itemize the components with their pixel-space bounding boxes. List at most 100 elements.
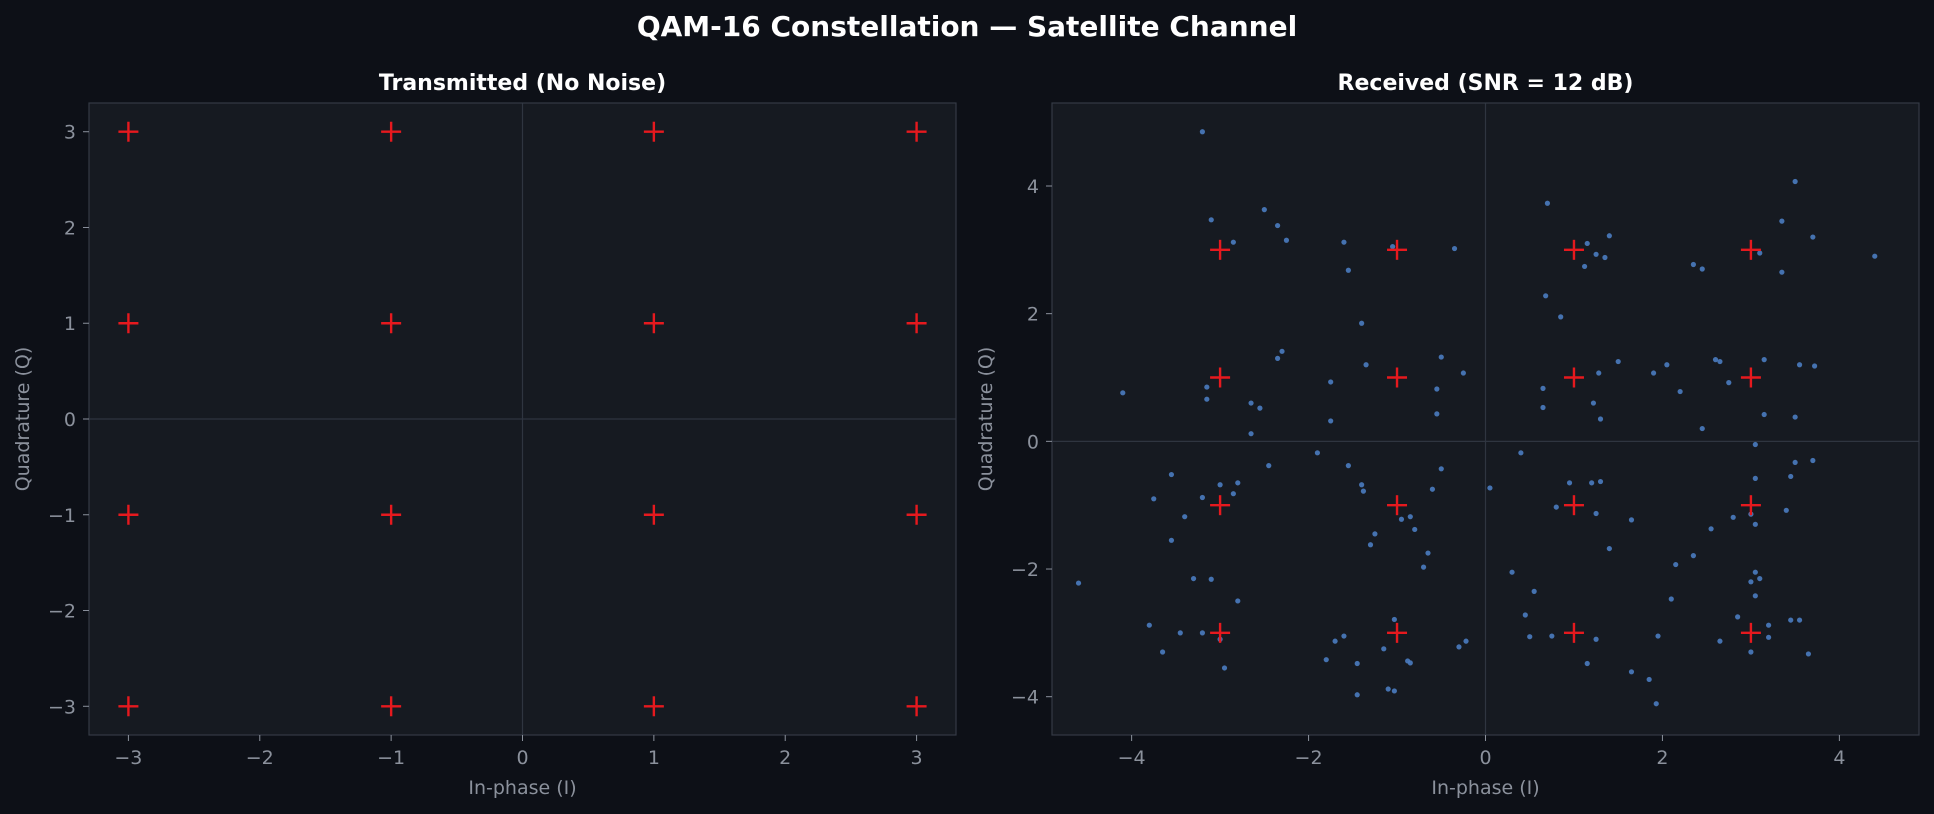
ideal-marker bbox=[906, 313, 927, 334]
ideal-marker bbox=[1563, 367, 1584, 388]
received-point bbox=[1668, 596, 1674, 602]
received-point bbox=[1168, 471, 1175, 478]
received-point bbox=[1805, 651, 1812, 657]
received-point bbox=[1385, 686, 1391, 692]
ideal-marker bbox=[1740, 495, 1761, 516]
received-point bbox=[1204, 396, 1210, 402]
received-point bbox=[1581, 263, 1588, 270]
received-point bbox=[1646, 676, 1652, 683]
ideal-marker bbox=[1563, 495, 1584, 516]
received-point bbox=[1434, 411, 1440, 417]
ideal-marker bbox=[1387, 239, 1408, 260]
ideal-marker bbox=[1740, 367, 1761, 388]
y-tick-label: 3 bbox=[64, 122, 76, 144]
received-point bbox=[1199, 129, 1205, 135]
received-point bbox=[1628, 517, 1635, 523]
received-point bbox=[1779, 269, 1785, 275]
figure-title: QAM-16 Constellation — Satellite Channel bbox=[637, 10, 1297, 43]
ideal-marker bbox=[1387, 495, 1408, 516]
ideal-marker bbox=[1210, 622, 1231, 643]
received-point bbox=[1752, 441, 1758, 448]
received-point bbox=[1257, 405, 1263, 411]
received-point bbox=[1708, 526, 1714, 532]
y-tick-label: 0 bbox=[1027, 431, 1039, 453]
ideal-marker bbox=[1563, 622, 1584, 643]
y-tick-label: −3 bbox=[48, 696, 76, 718]
received-point bbox=[1540, 404, 1546, 411]
ideal-marker bbox=[1740, 239, 1761, 260]
received-point bbox=[1558, 314, 1564, 320]
y-tick-label: −1 bbox=[48, 505, 76, 527]
received-point bbox=[1712, 357, 1719, 363]
received-point bbox=[1261, 207, 1267, 213]
received-point bbox=[1381, 646, 1387, 652]
received-point bbox=[1752, 521, 1758, 527]
y-tick-label: 0 bbox=[64, 409, 76, 431]
received-point bbox=[1810, 457, 1816, 464]
received-point bbox=[1235, 598, 1241, 604]
ideal-marker bbox=[1740, 622, 1761, 643]
received-point bbox=[1752, 593, 1758, 599]
received-point bbox=[1405, 658, 1411, 664]
x-tick-label: −1 bbox=[377, 747, 405, 769]
received-point bbox=[1463, 638, 1469, 644]
ideal-marker bbox=[381, 504, 402, 525]
received-point bbox=[1766, 622, 1772, 628]
y-tick-label: −2 bbox=[1011, 559, 1039, 581]
received-point bbox=[1872, 253, 1878, 259]
received-point bbox=[1398, 516, 1405, 522]
x-tick-label: 0 bbox=[1479, 747, 1491, 769]
received-point bbox=[1812, 363, 1818, 369]
received-point bbox=[1235, 480, 1241, 486]
received-point bbox=[1593, 251, 1599, 257]
received-point bbox=[1274, 355, 1281, 361]
received-point bbox=[1177, 630, 1183, 636]
received-point bbox=[1597, 478, 1604, 485]
received-point bbox=[1221, 665, 1228, 671]
received-point bbox=[1328, 418, 1334, 424]
received-point bbox=[1748, 649, 1754, 655]
received-panel-title: Received (SNR = 12 dB) bbox=[1338, 71, 1634, 96]
received-point bbox=[1788, 473, 1794, 480]
ideal-marker bbox=[118, 313, 139, 334]
received-point bbox=[1354, 692, 1360, 698]
x-tick-label: −2 bbox=[1295, 747, 1323, 769]
received-point bbox=[1602, 254, 1608, 261]
x-tick-label: −4 bbox=[1118, 747, 1146, 769]
received-point bbox=[1540, 385, 1546, 391]
received-point bbox=[1766, 634, 1772, 640]
received-point bbox=[1717, 638, 1723, 644]
received-point bbox=[1451, 245, 1458, 252]
received-point bbox=[1341, 633, 1347, 639]
received-point bbox=[1075, 580, 1082, 586]
received-point bbox=[1199, 630, 1205, 636]
received-point bbox=[1391, 616, 1397, 623]
received-point bbox=[1518, 450, 1524, 456]
received-point bbox=[1730, 514, 1736, 520]
received-point bbox=[1391, 688, 1397, 694]
x-tick-label: 2 bbox=[779, 747, 791, 769]
x-tick-label: 2 bbox=[1656, 747, 1668, 769]
received-point bbox=[1748, 579, 1754, 585]
received-point bbox=[1779, 218, 1785, 224]
ideal-marker bbox=[1563, 239, 1584, 260]
received-point bbox=[1332, 638, 1338, 644]
received-point bbox=[1673, 561, 1679, 568]
received-point bbox=[1199, 494, 1205, 501]
received-point bbox=[1655, 633, 1661, 639]
received-point bbox=[1429, 486, 1436, 492]
received-point bbox=[1345, 267, 1351, 273]
received-point bbox=[1314, 450, 1321, 456]
received-point bbox=[1359, 320, 1365, 326]
ideal-marker bbox=[1210, 495, 1231, 516]
received-point bbox=[1810, 234, 1816, 240]
received-point bbox=[1597, 416, 1604, 422]
ideal-marker bbox=[1387, 367, 1408, 388]
ideal-marker bbox=[906, 121, 927, 142]
received-point bbox=[1690, 553, 1697, 559]
received-point bbox=[1412, 526, 1418, 533]
x-tick-label: 1 bbox=[648, 747, 660, 769]
ideal-marker bbox=[1387, 622, 1408, 643]
received-point bbox=[1460, 370, 1466, 376]
